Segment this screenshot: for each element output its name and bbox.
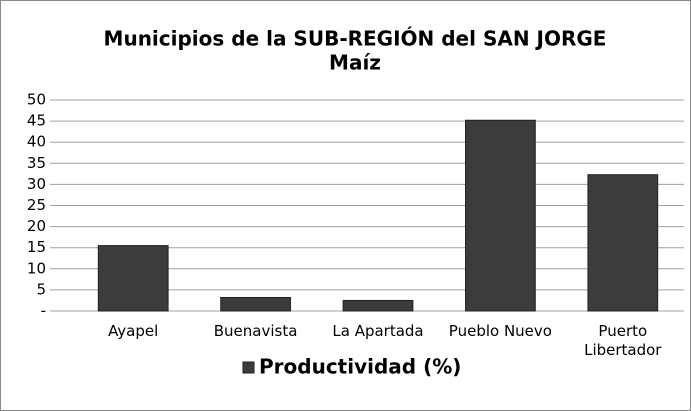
y-tick-label: 35 bbox=[27, 154, 46, 172]
y-tick-label: 20 bbox=[27, 217, 46, 235]
x-tick-label: Puerto Libertador bbox=[584, 322, 662, 359]
bar bbox=[587, 174, 659, 312]
y-tick-label: 30 bbox=[27, 175, 46, 193]
bar bbox=[465, 119, 536, 312]
y-tick-label: 45 bbox=[27, 112, 46, 130]
x-tick-label: Ayapel bbox=[108, 322, 159, 340]
x-tick-label: Buenavista bbox=[213, 322, 298, 340]
bar bbox=[97, 245, 169, 312]
y-tick-label: - bbox=[41, 302, 46, 320]
y-tick-label: 50 bbox=[27, 91, 46, 109]
y-tick-label: 25 bbox=[27, 196, 46, 214]
x-tick-label: La Apartada bbox=[332, 322, 424, 340]
y-tick-label: 15 bbox=[27, 238, 46, 256]
bar bbox=[342, 299, 414, 312]
y-tick-label: 40 bbox=[27, 133, 46, 151]
x-tick-label: Pueblo Nuevo bbox=[448, 322, 552, 340]
y-tick-label: 10 bbox=[27, 259, 46, 277]
bar bbox=[220, 296, 291, 312]
y-tick-label: 5 bbox=[36, 280, 46, 298]
legend-swatch bbox=[242, 361, 255, 374]
chart-subtitle: Maíz bbox=[329, 51, 381, 75]
chart-title: Municipios de la SUB-REGIÓN del SAN JORG… bbox=[104, 27, 607, 51]
legend-label: Productividad (%) bbox=[259, 355, 461, 379]
